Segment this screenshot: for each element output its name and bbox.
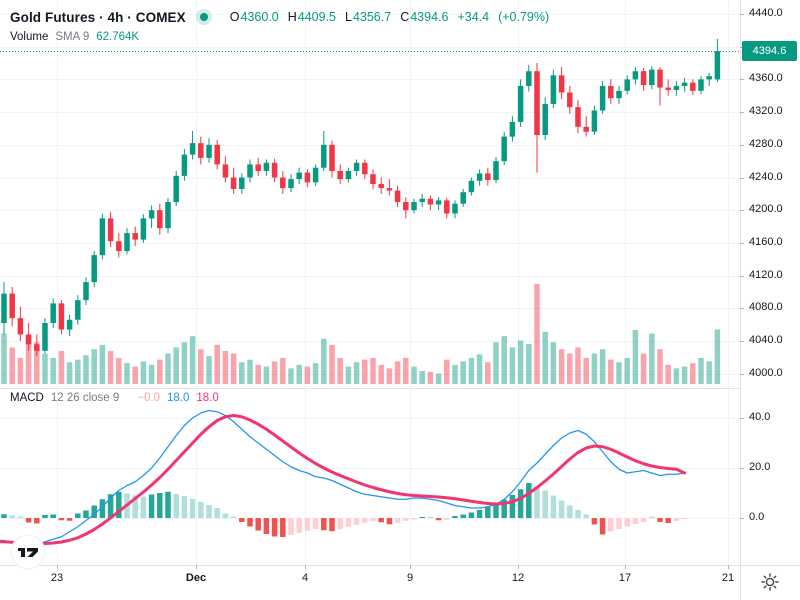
- price-axis-label: 4000.0: [749, 366, 783, 379]
- price-axis-label: 4120.0: [749, 268, 783, 281]
- time-axis-label: 21: [721, 572, 735, 584]
- price-axis[interactable]: 4440.04400.04360.04320.04280.04240.04200…: [741, 0, 800, 565]
- change-percent: (+0.79%): [498, 10, 550, 24]
- volume-legend: Volume SMA 9 62.764K: [10, 31, 549, 43]
- price-axis-label: 4200.0: [749, 203, 783, 216]
- time-axis-label: 4: [301, 572, 309, 584]
- time-axis-label: 23: [50, 572, 64, 584]
- volume-value: 62.764K: [96, 31, 140, 43]
- tradingview-logo[interactable]: [10, 534, 46, 570]
- close-label: C: [400, 10, 410, 24]
- symbol-legend: Gold Futures · 4h · COMEX O 4360.0 H 4409.…: [10, 7, 549, 43]
- change-value: +34.4: [457, 10, 490, 24]
- time-axis-label: Dec: [185, 572, 207, 584]
- price-axis-label: 4360.0: [749, 72, 783, 85]
- macd-axis-label: 20.0: [749, 461, 771, 473]
- high-label: H: [287, 10, 297, 24]
- symbol-title[interactable]: Gold Futures · 4h · COMEX: [10, 9, 186, 25]
- open-value: 4360.0: [240, 10, 279, 24]
- time-axis-label: 17: [618, 572, 632, 584]
- macd-axis-label: 40.0: [749, 411, 771, 423]
- high-value: 4409.5: [297, 10, 336, 24]
- price-axis-label: 4160.0: [749, 235, 783, 248]
- time-axis[interactable]: 23 Dec 4 9 12 17 21: [0, 566, 740, 600]
- macd-line-value: 18.0: [167, 392, 190, 404]
- market-status-dot[interactable]: [195, 9, 212, 25]
- time-axis-label: 12: [511, 572, 525, 584]
- low-value: 4356.7: [352, 10, 392, 24]
- macd-axis-label: 0.0: [749, 511, 765, 523]
- settings-gear-icon[interactable]: [758, 570, 782, 594]
- price-axis-label: 4280.0: [749, 137, 783, 150]
- volume-label[interactable]: Volume: [10, 31, 49, 43]
- price-axis-label: 4240.0: [749, 170, 783, 183]
- price-axis-label: 4320.0: [749, 105, 783, 118]
- low-label: L: [345, 10, 352, 24]
- ohlc-values: O 4360.0 H 4409.5 L 4356.7 C 4394.6 +34.4 (+…: [230, 10, 549, 24]
- price-axis-label: 4080.0: [749, 301, 783, 314]
- price-axis-label: 4040.0: [749, 334, 783, 346]
- last-price-badge: 4394.6: [742, 41, 797, 61]
- price-axis-label: 4440.0: [749, 7, 783, 19]
- macd-label[interactable]: MACD: [10, 392, 44, 404]
- volume-sma-label[interactable]: SMA 9: [55, 31, 90, 43]
- macd-signal-value: 18.0: [196, 392, 219, 404]
- macd-hist-value: −0.0: [137, 392, 160, 404]
- close-value: 4394.6: [410, 10, 449, 24]
- macd-params[interactable]: 12 26 close 9: [50, 392, 120, 404]
- time-axis-label: 9: [406, 572, 414, 584]
- macd-legend: MACD 12 26 close 9 −0.0 18.0 18.0: [10, 392, 219, 404]
- open-label: O: [229, 10, 240, 24]
